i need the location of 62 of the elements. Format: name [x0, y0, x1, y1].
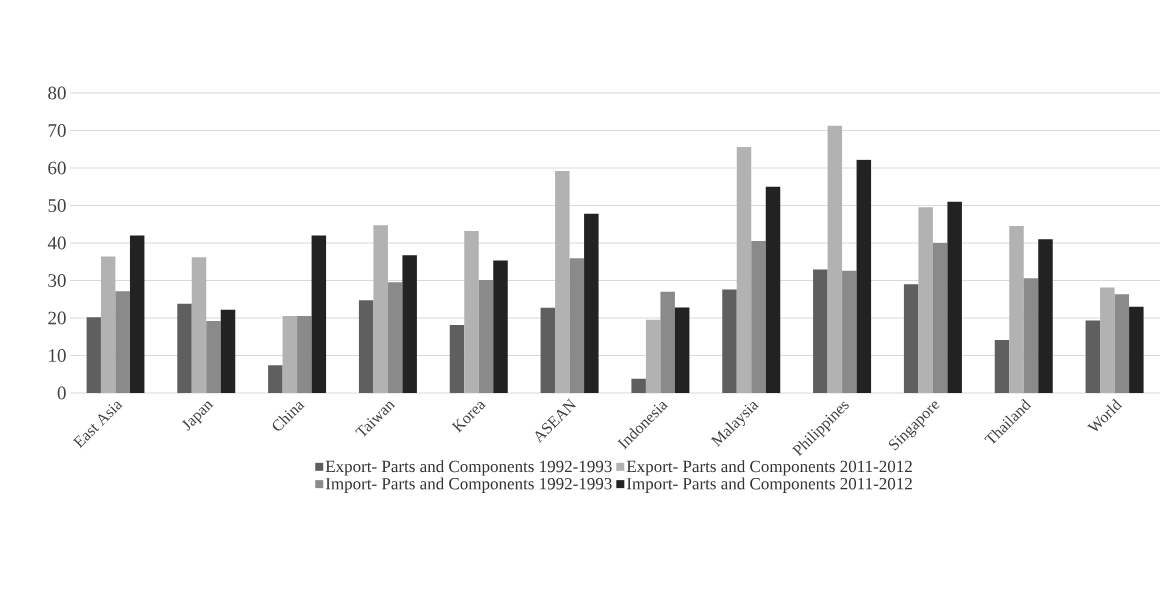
legend-label: Export- Parts and Components 1992-1993: [325, 460, 612, 476]
bar: [311, 235, 327, 393]
bar: [129, 235, 145, 393]
bar: [827, 125, 843, 393]
y-tick-label: 70: [48, 124, 66, 137]
bar: [1129, 306, 1144, 393]
bar: [569, 258, 585, 393]
bar: [813, 269, 828, 393]
y-tick-label: 40: [47, 236, 66, 250]
bar: [493, 260, 508, 393]
bar: [674, 307, 690, 393]
bar: [540, 307, 556, 393]
bar: [387, 282, 403, 393]
bar: [918, 207, 933, 393]
bar: [645, 319, 661, 393]
y-tick-label: 60: [48, 161, 66, 175]
bar: [751, 241, 766, 393]
bar: [115, 291, 130, 393]
bar: [722, 289, 737, 393]
bar: [464, 230, 479, 393]
bar: [297, 316, 312, 393]
x-tick-label: East Asia: [72, 401, 123, 449]
bar: [584, 213, 599, 393]
bar: [932, 242, 948, 393]
bar: [994, 340, 1010, 393]
legend-label: Import- Parts and Components 1992-1993: [325, 477, 612, 493]
bar: [947, 201, 962, 393]
bar: [373, 225, 388, 393]
bar: [402, 255, 417, 393]
bar: [1023, 278, 1039, 393]
legend-label: Export- Parts and Components 2011-2012: [626, 460, 912, 476]
bar: [220, 309, 236, 393]
bar: [856, 159, 872, 393]
bar: [268, 365, 283, 393]
bar: [478, 280, 494, 393]
bar: [631, 378, 646, 393]
bar: [1085, 320, 1101, 393]
y-tick-label: 10: [49, 349, 66, 362]
y-tick-label: 20: [48, 311, 66, 325]
bar: [177, 303, 192, 393]
legend-label: Import- Parts and Components 2011-2012: [626, 477, 912, 493]
bar: [1100, 287, 1115, 393]
bar: [358, 300, 374, 393]
bar: [555, 170, 570, 393]
bar: [1114, 294, 1130, 393]
bar: [660, 291, 675, 393]
bar: [282, 316, 298, 393]
bar: [903, 284, 919, 393]
bar: [100, 256, 116, 393]
y-tick-label: 50: [48, 199, 66, 212]
bar: [191, 257, 207, 393]
y-tick-label: 30: [48, 274, 66, 287]
y-tick-label: 80: [48, 86, 66, 100]
bar: [842, 270, 857, 393]
y-tick-label: 0: [57, 386, 66, 400]
bar: [1009, 226, 1024, 393]
bar: [765, 186, 781, 393]
bar: [736, 146, 752, 393]
bar: [206, 320, 221, 393]
bar: [449, 325, 465, 393]
bar: [86, 317, 101, 393]
bar: [1038, 239, 1053, 393]
